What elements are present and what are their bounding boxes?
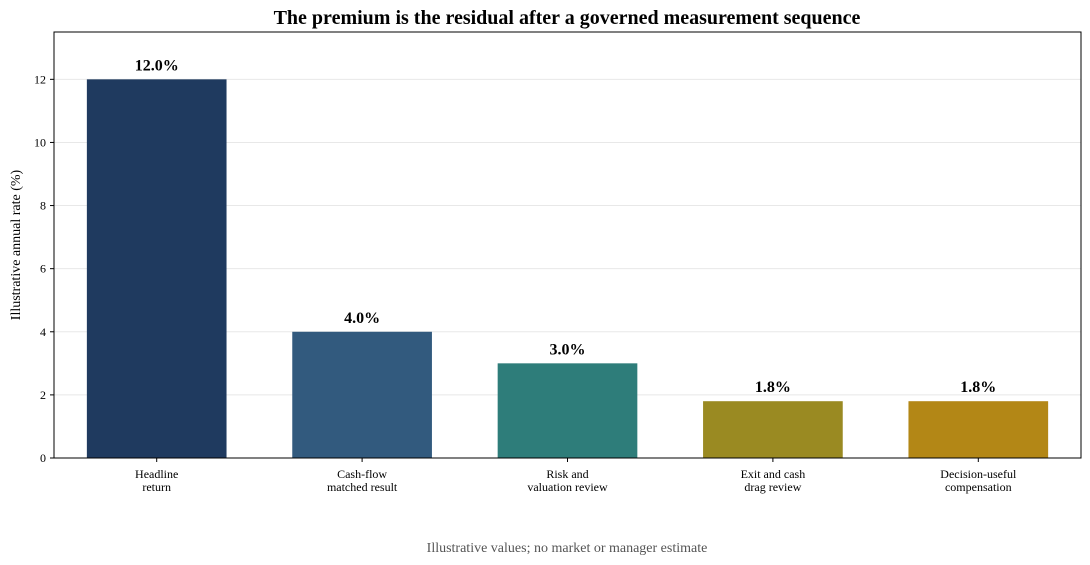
- y-tick-label: 2: [40, 388, 46, 402]
- data-label: 12.0%: [135, 57, 179, 74]
- y-tick-label: 8: [40, 199, 46, 213]
- y-tick-label: 12: [34, 72, 46, 86]
- y-tick-label: 10: [34, 135, 46, 149]
- bar: [497, 363, 638, 458]
- y-axis-ticks: 0 2 4 6 8 10 12: [34, 72, 54, 465]
- data-label: 4.0%: [344, 310, 380, 327]
- y-tick-label: 0: [40, 451, 46, 465]
- bars: [86, 79, 1049, 458]
- x-category-label: Exit and cash drag review: [741, 467, 806, 494]
- data-labels: 12.0% 4.0% 3.0% 1.8% 1.8%: [135, 57, 997, 396]
- x-axis-categories: Headline return Cash-flow matched result Ris…: [135, 458, 1017, 494]
- y-axis-label: Illustrative annual rate (%): [9, 169, 24, 320]
- data-label: 1.8%: [960, 379, 996, 396]
- y-tick-label: 4: [40, 325, 46, 339]
- chart-title: The premium is the residual after a gove…: [274, 7, 861, 29]
- bar: [703, 401, 843, 458]
- x-category-label: Cash-flow matched result: [327, 467, 398, 494]
- y-tick-label: 6: [40, 262, 46, 276]
- bar: [292, 331, 432, 458]
- data-label: 1.8%: [755, 379, 791, 396]
- footnote: Illustrative values; no market or manage…: [427, 541, 708, 556]
- data-label: 3.0%: [550, 341, 586, 358]
- x-category-label: Risk and valuation review: [527, 467, 608, 494]
- x-category-label: Decision-useful compensation: [940, 467, 1017, 494]
- bar: [86, 79, 227, 458]
- bar: [908, 401, 1049, 458]
- x-category-label: Headline return: [135, 467, 178, 494]
